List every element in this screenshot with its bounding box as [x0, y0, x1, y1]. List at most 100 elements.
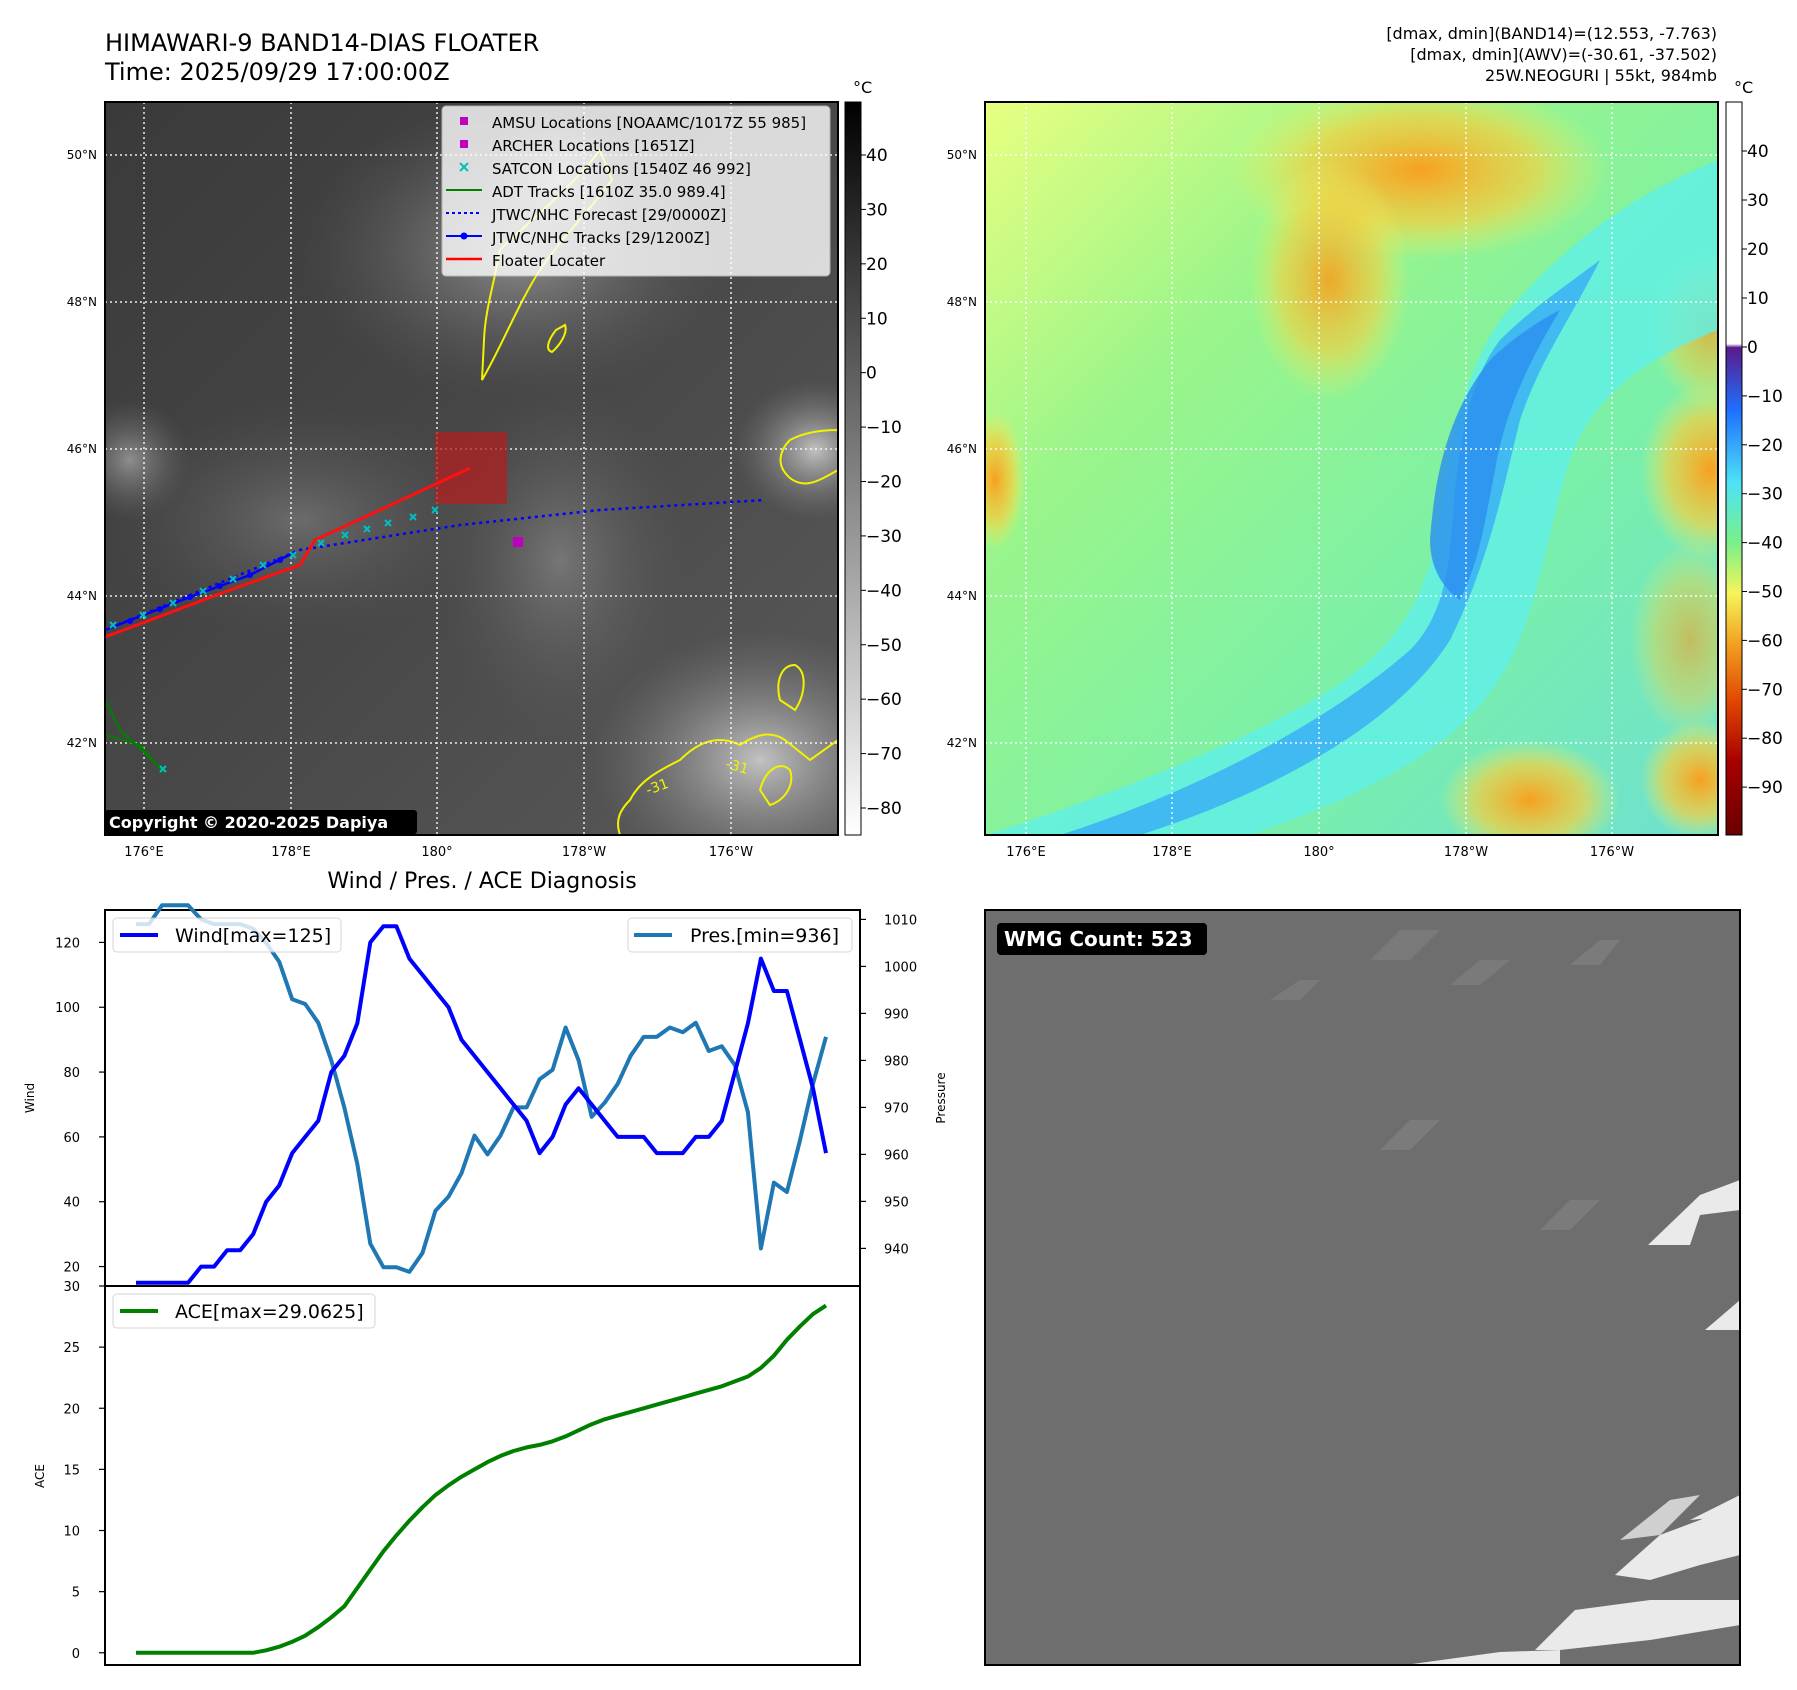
ir-colorbar-unit: °C [853, 78, 872, 97]
ir-colorbar-tick-label: −50 [866, 636, 902, 656]
lon-label: 180° [421, 845, 452, 860]
lat-label: 48°N [947, 295, 977, 309]
legend-marker-satcon [459, 162, 469, 172]
ir-map-panel: -31 -31 [104, 101, 839, 836]
lat-label: 46°N [67, 442, 97, 456]
pressure-ytick-label: 940 [884, 1242, 909, 1257]
floater-box [435, 432, 507, 504]
ir-colorbar-tick-label: −20 [866, 473, 902, 493]
ace-ytick-label: 20 [63, 1402, 80, 1417]
ir-colorbar-tick-label: −10 [866, 418, 902, 438]
ace-series-line [136, 1303, 828, 1655]
pressure-ytick-label: 990 [884, 1007, 909, 1022]
title-line-2: Time: 2025/09/29 17:00:00Z [104, 58, 450, 86]
pressure-axis-label: Pressure [934, 1072, 948, 1123]
wmg-panel: WMG Count: 523 [984, 909, 1741, 1666]
wv-colorbar-tick-label: −50 [1747, 583, 1783, 603]
wind-legend: Wind[max=125] [112, 917, 342, 953]
legend-marker-archer [460, 140, 468, 148]
ace-ytick-label: 25 [63, 1341, 80, 1356]
wv-colorbar-tick-label: −10 [1747, 387, 1783, 407]
lon-label: 178°E [1152, 845, 1192, 860]
ir-colorbar-tick-label: 10 [866, 309, 888, 329]
pressure-ytick-label: 980 [884, 1054, 909, 1069]
wv-colorbar-tick-label: −70 [1747, 680, 1783, 700]
ir-colorbar-tick-label: 40 [866, 146, 888, 166]
pressure-ytick-label: 1000 [884, 960, 917, 975]
pressure-legend-label: Pres.[min=936] [690, 925, 839, 947]
wind-legend-label: Wind[max=125] [175, 925, 331, 947]
wind-axis-label: Wind [23, 1083, 37, 1113]
ace-ytick-label: 15 [63, 1463, 80, 1478]
wv-colorbar-tick-label: −80 [1747, 729, 1783, 749]
ir-legend: AMSU Locations [NOAAMC/1017Z 55 985] ARC… [441, 105, 831, 277]
wv-colorbar-tick-label: 30 [1747, 191, 1769, 211]
wv-colorbar-tick-label: 10 [1747, 289, 1769, 309]
wind-ytick-label: 120 [55, 936, 80, 951]
pressure-ytick-label: 970 [884, 1101, 909, 1116]
legend-label-floater: Floater Locater [492, 252, 606, 270]
lon-label: 176°W [1590, 845, 1634, 860]
ace-legend-label: ACE[max=29.0625] [175, 1301, 364, 1323]
lat-label: 50°N [947, 148, 977, 162]
wv-colorbar-tick-label: −30 [1747, 485, 1783, 505]
info-line-2: [dmax, dmin](AWV)=(-30.61, -37.502) [1410, 45, 1717, 64]
ir-colorbar-tick-label: −80 [866, 799, 902, 819]
lat-label: 50°N [67, 148, 97, 162]
legend-label-tracks: JTWC/NHC Tracks [29/1200Z] [491, 229, 710, 247]
legend-label-amsu: AMSU Locations [NOAAMC/1017Z 55 985] [492, 114, 806, 132]
ir-colorbar-tick-label: 0 [866, 364, 877, 384]
amsu-marker [513, 537, 523, 547]
lon-label: 180° [1303, 845, 1334, 860]
legend-label-forecast: JTWC/NHC Forecast [29/0000Z] [491, 206, 726, 224]
wv-map-panel [984, 101, 1719, 836]
pressure-legend: Pres.[min=936] [627, 917, 853, 953]
wv-colorbar-unit: °C [1734, 78, 1753, 97]
wv-lat-labels: 50°N 48°N 46°N 44°N 42°N [947, 148, 977, 750]
wv-colorbar-tick-label: 0 [1747, 338, 1758, 358]
lon-label: 178°W [1444, 845, 1488, 860]
lat-label: 44°N [67, 589, 97, 603]
lon-label: 176°E [1006, 845, 1046, 860]
wind-ytick-label: 60 [63, 1131, 80, 1146]
wv-colorbar-tick-label: −60 [1747, 631, 1783, 651]
ace-chart: 0 5 10 15 20 25 30 ACE ACE[max=29.0625] [33, 1280, 861, 1666]
ace-legend: ACE[max=29.0625] [112, 1293, 376, 1329]
pressure-ytick-label: 1010 [884, 913, 917, 928]
wv-colorbar-tick-label: −40 [1747, 534, 1783, 554]
wmg-count-label: WMG Count: 523 [1004, 927, 1193, 951]
lat-label: 46°N [947, 442, 977, 456]
wv-colorbar-tick-label: 40 [1747, 142, 1769, 162]
legend-label-satcon: SATCON Locations [1540Z 46 992] [492, 160, 751, 178]
info-line-1: [dmax, dmin](BAND14)=(12.553, -7.763) [1386, 24, 1717, 43]
title-line-1: HIMAWARI-9 BAND14-DIAS FLOATER [105, 29, 539, 57]
copyright-label: Copyright © 2020-2025 Dapiya [109, 813, 388, 832]
ace-ytick-label: 10 [63, 1525, 80, 1540]
legend-marker-tracks [446, 232, 482, 240]
wv-colorbar-tick-label: 20 [1747, 240, 1769, 260]
wv-colorbar: °C 40 30 20 10 0 −10 −20 −30 −40 −50 −60 −70 −80 −90 [1725, 78, 1783, 836]
info-line-3: 25W.NEOGURI | 55kt, 984mb [1485, 66, 1717, 85]
wind-ytick-label: 80 [63, 1066, 80, 1081]
wv-colorbar-tick-label: −20 [1747, 436, 1783, 456]
ir-colorbar: °C 40 30 20 10 0 −10 −20 −30 −40 −50 −60 −70 −80 [844, 78, 902, 836]
legend-label-archer: ARCHER Locations [1651Z] [492, 137, 695, 155]
wv-lon-labels: 176°E 178°E 180° 178°W 176°W [1006, 845, 1634, 860]
ace-ytick-label: 5 [72, 1586, 80, 1601]
ir-colorbar-tick-label: −70 [866, 745, 902, 765]
legend-label-adt: ADT Tracks [1610Z 35.0 989.4] [492, 183, 726, 201]
lon-label: 176°E [124, 845, 164, 860]
chart-title: Wind / Pres. / ACE Diagnosis [327, 869, 636, 894]
wind-series-line [136, 924, 828, 1285]
ace-axis-label: ACE [33, 1464, 47, 1488]
ir-lon-labels: 176°E 178°E 180° 178°W 176°W [124, 845, 753, 860]
wind-ytick-label: 40 [63, 1196, 80, 1211]
ace-ytick-label: 0 [72, 1647, 80, 1662]
ir-lat-labels: 50°N 48°N 46°N 44°N 42°N [67, 148, 97, 750]
wv-colorbar-tick-label: −90 [1747, 778, 1783, 798]
ir-colorbar-tick-label: 30 [866, 200, 888, 220]
lon-label: 178°E [271, 845, 311, 860]
ir-colorbar-tick-label: −30 [866, 527, 902, 547]
wind-ytick-label: 100 [55, 1001, 80, 1016]
